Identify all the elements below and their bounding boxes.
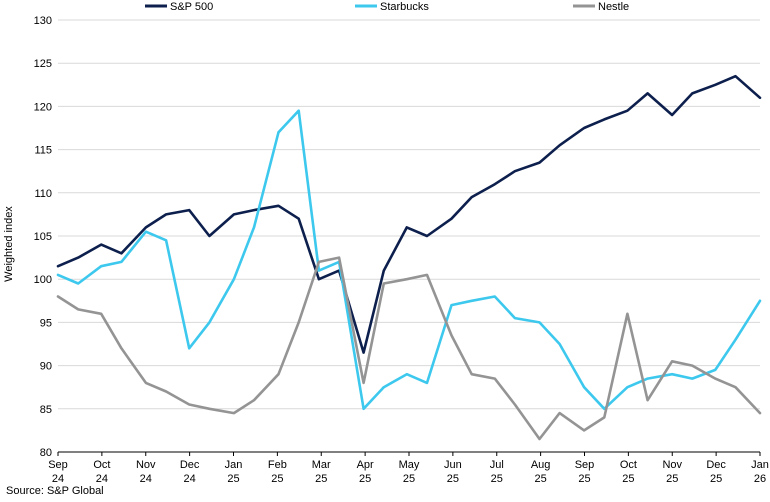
x-tick-label-year: 26 [754, 473, 766, 485]
source-note: Source: S&P Global [6, 485, 104, 497]
x-tick-label-year: 25 [359, 473, 371, 485]
x-tick-label-month: Jun [444, 459, 462, 471]
x-tick-label-month: Nov [136, 459, 156, 471]
x-tick-label-year: 25 [666, 473, 678, 485]
x-tick-label-year: 25 [315, 473, 327, 485]
series-line-nestle [56, 256, 762, 441]
y-tick-label: 90 [40, 361, 52, 373]
x-tick-label-year: 25 [535, 473, 547, 485]
y-axis-title: Weighted index [3, 206, 15, 282]
y-tick-label: 125 [34, 58, 52, 70]
legend-label-s-p-500: S&P 500 [170, 1, 213, 13]
x-tick-label-month: Jan [225, 459, 243, 471]
x-tick-label-year: 25 [403, 473, 415, 485]
y-tick-label: 110 [34, 188, 52, 200]
x-tick-label-year: 25 [447, 473, 459, 485]
y-tick-label: 100 [34, 274, 52, 286]
x-tick-label-year: 25 [271, 473, 283, 485]
x-tick-label-month: Oct [620, 459, 637, 471]
x-tick-label-month: Oct [93, 459, 110, 471]
x-tick-label-month: Nov [662, 459, 682, 471]
x-tick-label-year: 25 [578, 473, 590, 485]
y-axis: 80 85 90 95 100 105 110 115 120 125 130 [34, 15, 52, 459]
x-tick-label-year: 25 [622, 473, 634, 485]
legend-label-starbucks: Starbucks [380, 1, 429, 13]
gridlines [58, 19, 760, 453]
y-tick-label: 115 [34, 145, 52, 157]
x-tick-label-month: Sep [575, 459, 595, 471]
legend: S&P 500 Starbucks Nestle [145, 1, 629, 13]
x-tick-label-year: 24 [96, 473, 108, 485]
y-tick-label: 85 [40, 404, 52, 416]
series-line-s-p-500 [56, 74, 762, 354]
x-tick-label-year: 24 [140, 473, 152, 485]
x-tick-label-year: 25 [491, 473, 503, 485]
x-tick-label-month: Jul [490, 459, 504, 471]
series-line-starbucks [56, 109, 762, 411]
x-tick-label-month: Aug [531, 459, 551, 471]
x-tick-label-year: 25 [227, 473, 239, 485]
x-tick-label-month: Mar [312, 459, 331, 471]
y-tick-label: 130 [34, 15, 52, 27]
y-tick-label: 95 [40, 317, 52, 329]
series-lines [56, 74, 762, 441]
x-axis: Sep 24 Oct 24 Nov 24 Dec 24 Jan 25 Feb 25 Mar 25 Apr 25… [48, 451, 769, 485]
x-tick-label-month: Feb [268, 459, 287, 471]
x-tick-label-month: Apr [357, 459, 374, 471]
x-tick-label-month: May [399, 459, 420, 471]
x-tick-label-month: Dec [180, 459, 200, 471]
legend-label-nestle: Nestle [598, 1, 629, 13]
x-tick-label-month: Sep [48, 459, 68, 471]
x-tick-label-year: 24 [52, 473, 64, 485]
y-tick-label: 105 [34, 231, 52, 243]
x-tick-label-month: Dec [706, 459, 726, 471]
x-tick-label-year: 25 [710, 473, 722, 485]
x-tick-label-month: Jan [751, 459, 769, 471]
x-tick-label-year: 24 [184, 473, 196, 485]
y-tick-label: 80 [40, 447, 52, 459]
y-tick-label: 120 [34, 101, 52, 113]
